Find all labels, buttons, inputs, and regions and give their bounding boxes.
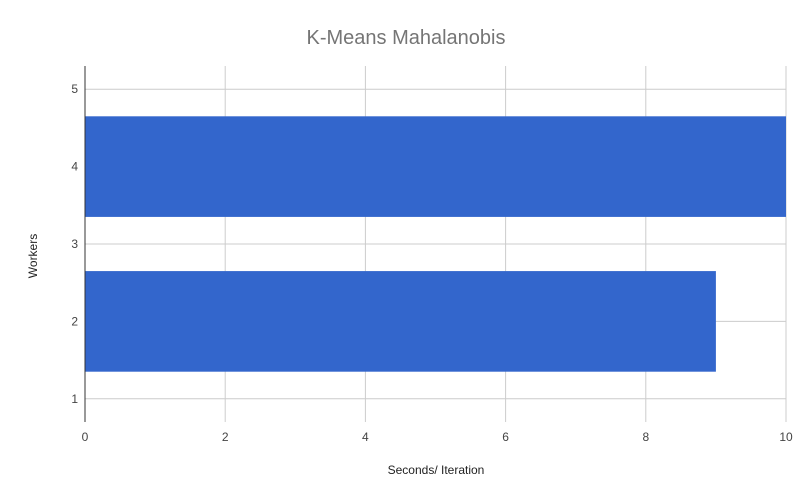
x-axis-label: Seconds/ Iteration	[388, 463, 485, 477]
x-tick-labels: 0 2 4 6 8 10	[82, 430, 793, 444]
x-tick-label: 0	[82, 430, 89, 444]
y-tick-label: 5	[71, 82, 78, 96]
chart-title: K-Means Mahalanobis	[307, 27, 506, 49]
y-tick-labels: 1 2 3 4 5	[71, 82, 78, 406]
y-tick-label: 1	[71, 392, 78, 406]
bars	[85, 116, 786, 372]
x-tick-label: 2	[222, 430, 229, 444]
y-axis-label: Workers	[26, 234, 40, 278]
bar-worker-4	[85, 116, 786, 217]
x-tick-label: 8	[642, 430, 649, 444]
x-tick-label: 6	[502, 430, 509, 444]
x-tick-label: 10	[779, 430, 793, 444]
bar-worker-2	[85, 271, 716, 372]
y-tick-label: 3	[71, 237, 78, 251]
y-tick-label: 2	[71, 314, 78, 328]
x-tick-label: 4	[362, 430, 369, 444]
y-tick-label: 4	[71, 160, 78, 174]
